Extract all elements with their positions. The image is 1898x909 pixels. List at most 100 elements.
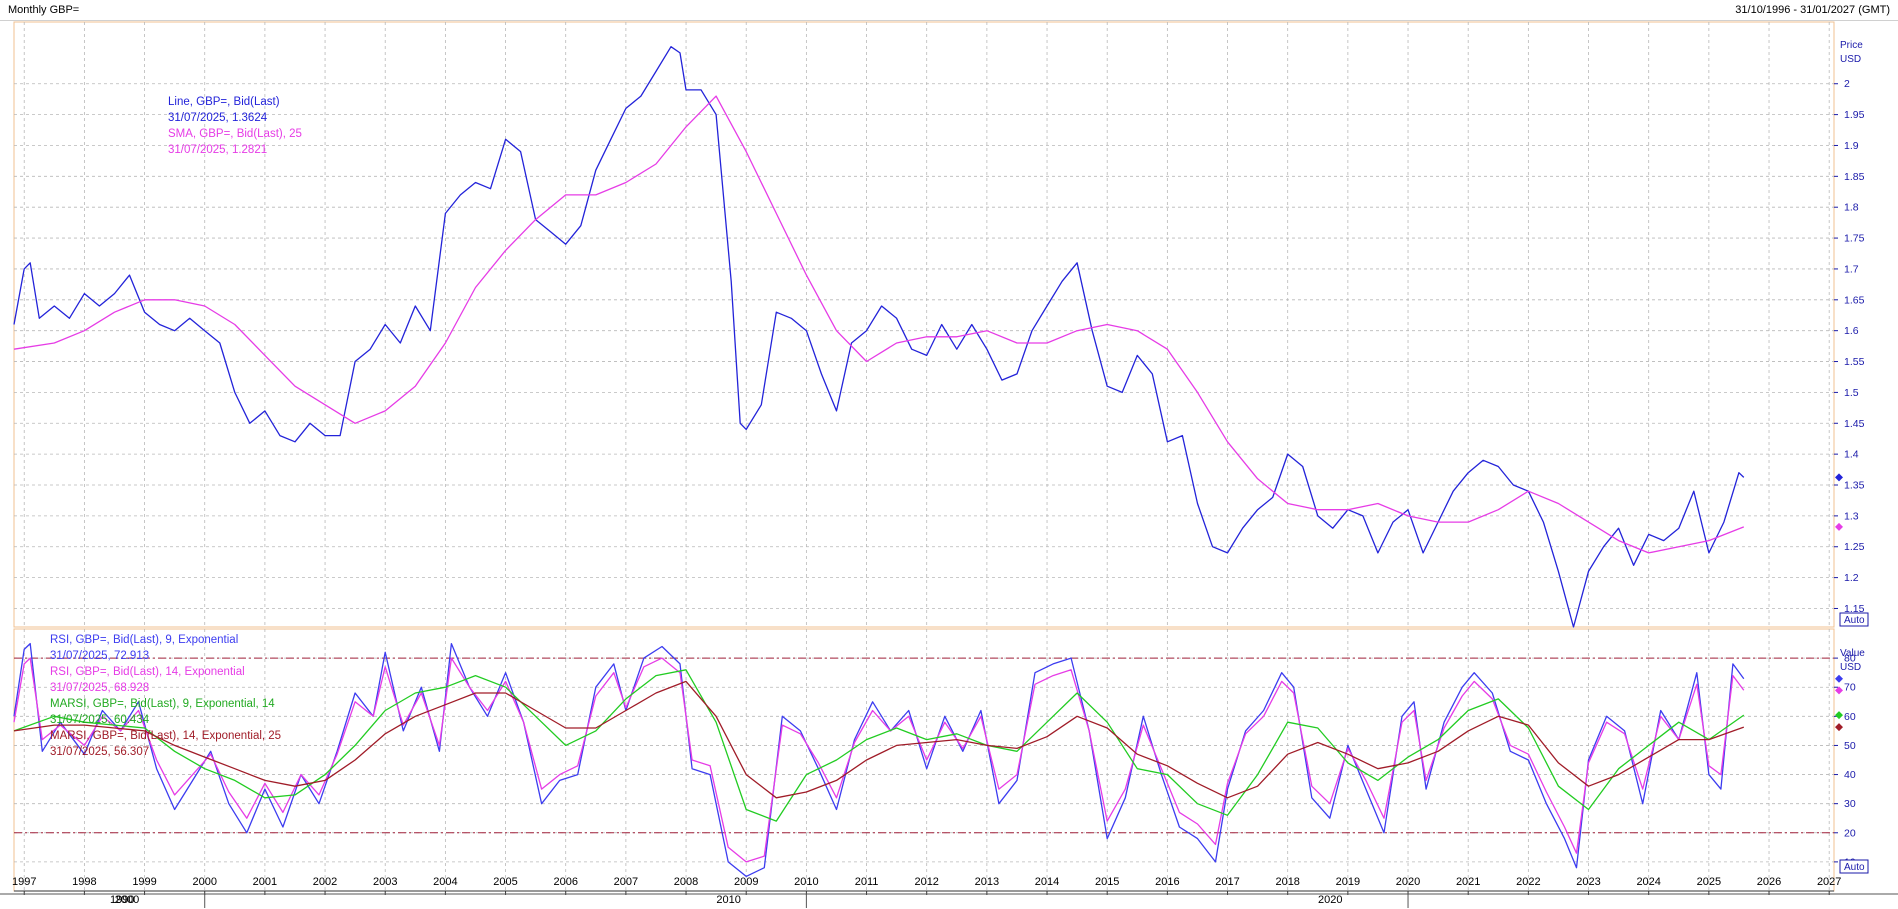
x-tick-label: 2003 [373,876,397,888]
price-y-tick-label: 1.65 [1844,294,1865,306]
rsi-grid [14,629,1834,891]
price-legend-entry: 31/07/2025, 1.2821 [168,144,267,156]
decade-label: 2010 [716,894,740,906]
x-tick-label: 2024 [1636,876,1660,888]
rsi-y-tick-label: 50 [1844,740,1856,752]
rsi-last-marker [1835,711,1843,720]
x-tick-label: 2011 [855,876,879,888]
price-y-tick-label: 1.4 [1844,449,1859,461]
x-tick-label: 2027 [1817,876,1841,888]
price-y-tick-label: 1.15 [1844,603,1865,615]
x-tick-label: 2010 [794,876,818,888]
rsi-panel[interactable]: RSI, GBP=, Bid(Last), 9, Exponential 31/0… [13,628,1869,892]
x-tick-label: 1997 [12,876,36,888]
price-y-tick-label: 1.6 [1844,325,1859,337]
rsi-auto-button[interactable]: Auto [1839,859,1869,874]
x-tick-label: 2021 [1456,876,1480,888]
rsi-y-tick-label: 80 [1844,653,1856,665]
x-tick-label: 1998 [72,876,96,888]
title-bar: Monthly GBP= 31/10/1996 - 31/01/2027 (GM… [0,0,1898,21]
price-auto-label: Auto [1844,615,1865,626]
price-legend-entry: SMA, GBP=, Bid(Last), 25 [168,128,302,140]
price-y-tick-label: 2 [1844,78,1850,90]
rsi-legend-entry: 31/07/2025, 56.307 [50,746,149,758]
x-tick-label: 2000 [192,876,216,888]
x-tick-label: 2001 [253,876,277,888]
price-legend-entry: 31/07/2025, 1.3624 [168,112,268,124]
rsi-last-marker [1835,674,1843,683]
price-last-marker [1835,473,1843,482]
rsi-legend-entry: 31/07/2025, 68.928 [50,682,149,694]
decade-label: 1990 [110,894,134,906]
x-tick-label: 2004 [433,876,457,888]
price-y-tick-label: 1.7 [1844,263,1859,275]
x-tick-label: 2026 [1757,876,1781,888]
rsi-series-line-2 [13,669,1745,822]
rsi-legend-entry: RSI, GBP=, Bid(Last), 9, Exponential [50,634,238,646]
price-grid [14,22,1834,627]
price-y-tick-label: 1.35 [1844,480,1865,492]
price-y-tick-label: 1.3 [1844,510,1859,522]
price-legend-entry: Line, GBP=, Bid(Last) [168,96,280,108]
rsi-axis-unit: USD [1840,662,1861,673]
price-legend: Line, GBP=, Bid(Last) 31/07/2025, 1.3624 S… [168,96,302,156]
price-y-tick-label: 1.8 [1844,202,1859,214]
decade-label: 2020 [1318,894,1342,906]
price-y-tick-label: 1.2 [1844,572,1859,584]
price-y-axis: 2 1.95 1.9 1.85 1.8 1.75 1.7 1.65 1.6 1.55 1.5 1.45… [1834,78,1865,615]
price-axis-unit: USD [1840,54,1861,65]
rsi-bands [14,657,1834,834]
price-auto-button[interactable]: Auto [1839,612,1869,627]
x-tick-label: 2012 [914,876,938,888]
rsi-y-tick-label: 70 [1844,682,1856,694]
x-tick-label: 2016 [1155,876,1179,888]
x-tick-label: 2009 [734,876,758,888]
rsi-legend: RSI, GBP=, Bid(Last), 9, Exponential 31/0… [50,634,281,758]
rsi-y-tick-label: 20 [1844,827,1856,839]
rsi-y-axis: 8070605040302010 [1834,653,1856,868]
x-tick-label: 2025 [1697,876,1721,888]
price-y-tick-label: 1.95 [1844,109,1865,121]
rsi-legend-entry: RSI, GBP=, Bid(Last), 14, Exponential [50,666,245,678]
rsi-auto-label: Auto [1844,862,1865,873]
x-tick-label: 2007 [614,876,638,888]
x-tick-label: 2008 [674,876,698,888]
x-axis: 1997 1998 1999 2000 2001 2002 2003 2004 2005 2006… [0,876,1898,908]
price-y-tick-label: 1.75 [1844,233,1865,245]
price-y-tick-label: 1.45 [1844,418,1865,430]
price-axis-title: Price [1840,40,1863,51]
x-tick-label: 2020 [1396,876,1420,888]
rsi-last-marker [1835,723,1843,732]
price-series-line-1 [13,95,1745,554]
x-tick-label: 2006 [553,876,577,888]
x-tick-label: 2014 [1035,876,1059,888]
price-y-tick-label: 1.25 [1844,541,1865,553]
price-panel[interactable]: Line, GBP=, Bid(Last) 31/07/2025, 1.3624 S… [13,21,1869,628]
rsi-y-tick-label: 60 [1844,711,1856,723]
rsi-legend-entry: MARSI, GBP=, Bid(Last), 9, Exponential, … [50,698,275,710]
x-tick-label: 2005 [493,876,517,888]
x-tick-label: 2018 [1275,876,1299,888]
price-plot-area [13,21,1835,628]
x-tick-label: 2002 [313,876,337,888]
decade-label: 2000 [115,894,139,906]
x-tick-label: 2022 [1516,876,1540,888]
chart-title: Monthly GBP= [8,4,80,16]
rsi-legend-entry: 31/07/2025, 60.434 [50,714,150,726]
x-tick-label: 1999 [132,876,156,888]
rsi-legend-entry: MARSI, GBP=, Bid(Last), 14, Exponential,… [50,730,281,742]
rsi-legend-entry: 31/07/2025, 72.913 [50,650,149,662]
rsi-y-tick-label: 40 [1844,769,1856,781]
x-tick-label: 2019 [1336,876,1360,888]
chart-canvas[interactable]: Line, GBP=, Bid(Last) 31/07/2025, 1.3624 S… [0,20,1898,909]
x-tick-label: 2015 [1095,876,1119,888]
price-y-tick-label: 1.5 [1844,387,1859,399]
rsi-y-tick-label: 30 [1844,798,1856,810]
price-y-tick-label: 1.85 [1844,171,1865,183]
price-y-tick-label: 1.9 [1844,140,1859,152]
price-series-line-0 [13,46,1745,628]
price-y-tick-label: 1.55 [1844,356,1865,368]
rsi-axis-title: Value [1840,648,1865,659]
x-tick-label: 2013 [975,876,999,888]
